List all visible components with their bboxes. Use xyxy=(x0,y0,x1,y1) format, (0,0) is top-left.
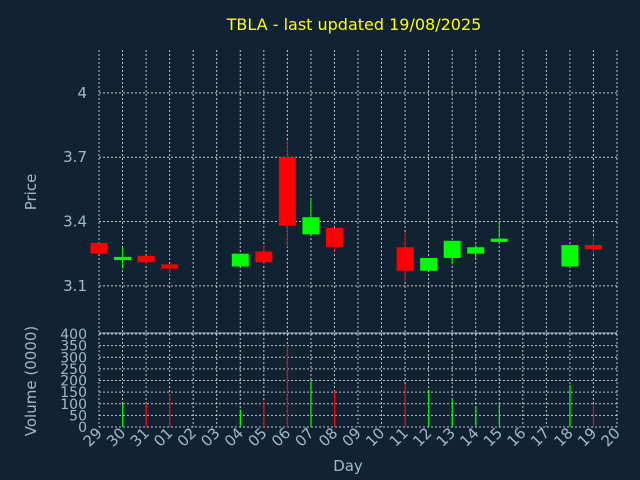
candle-19 xyxy=(584,236,602,254)
candle-body xyxy=(231,253,249,267)
candle-body xyxy=(255,251,273,263)
candle-07 xyxy=(302,197,320,235)
volume-axis-label: Volume (0000) xyxy=(22,326,40,436)
volume-bar-31 xyxy=(145,403,147,427)
volume-bar-30 xyxy=(122,403,124,427)
volume-bar-05 xyxy=(263,401,265,427)
candle-31 xyxy=(137,255,155,265)
volume-tick-label: 50 xyxy=(69,408,87,424)
volume-bar-04 xyxy=(239,409,241,427)
chart-title: TBLA - last updated 19/08/2025 xyxy=(226,15,482,34)
candle-body xyxy=(302,217,320,235)
candle-body xyxy=(325,227,343,248)
candle-body xyxy=(161,264,179,269)
volume-tick-label: 250 xyxy=(60,362,87,378)
candle-30 xyxy=(114,247,132,269)
candle-body xyxy=(137,255,155,263)
candle-body xyxy=(396,247,414,271)
candle-29 xyxy=(90,242,108,254)
candle-18 xyxy=(561,245,579,267)
candle-05 xyxy=(255,245,273,265)
volume-bar-14 xyxy=(475,406,477,427)
candle-body xyxy=(90,242,108,254)
volume-tick-label: 0 xyxy=(78,420,87,436)
volume-tick-label: 350 xyxy=(60,339,87,355)
candle-body xyxy=(278,157,296,226)
candle-14 xyxy=(467,245,485,258)
x-axis: 2930310102030405060708091011121314151617… xyxy=(80,424,624,450)
price-tick-label: 3.7 xyxy=(63,148,87,166)
x-axis-label: Day xyxy=(333,457,363,475)
volume-bar-13 xyxy=(451,400,453,427)
price-axis-label: Price xyxy=(22,174,40,211)
candle-15 xyxy=(490,221,508,243)
volume-bar-01 xyxy=(169,394,171,427)
price-tick-label: 4 xyxy=(77,84,87,102)
candle-body xyxy=(584,245,602,250)
volume-bar-15 xyxy=(498,402,500,427)
volume-tick-label: 100 xyxy=(60,397,87,413)
candle-06 xyxy=(278,140,296,248)
price-tick-label: 3.1 xyxy=(63,277,87,295)
price-tick-label: 3.4 xyxy=(63,213,87,231)
volume-bar-19 xyxy=(592,403,595,427)
candle-04 xyxy=(231,253,249,267)
candle-11 xyxy=(396,232,414,282)
candle-12 xyxy=(420,257,438,271)
candle-body xyxy=(114,256,132,261)
candle-13 xyxy=(443,240,461,265)
volume-tick-label: 150 xyxy=(60,385,87,401)
volume-bar-08 xyxy=(333,390,336,427)
volume-tick-label: 300 xyxy=(60,350,87,366)
volume-bar-06 xyxy=(286,345,289,427)
candle-08 xyxy=(325,227,343,252)
candle-body xyxy=(420,257,438,271)
volume-bar-11 xyxy=(404,383,406,427)
volume-bar-07 xyxy=(310,380,312,427)
volume-tick-label: 400 xyxy=(60,327,87,343)
candle-body xyxy=(443,240,461,258)
volume-tick-label: 200 xyxy=(60,374,87,390)
candle-body xyxy=(561,245,579,267)
candle-01 xyxy=(161,264,179,276)
price-panel: 3.1 3.4 3.7 4 xyxy=(63,50,618,334)
candle-body xyxy=(467,247,485,254)
volume-bar-18 xyxy=(569,385,571,427)
volume-bar-12 xyxy=(428,389,430,427)
candle-body xyxy=(490,238,508,242)
